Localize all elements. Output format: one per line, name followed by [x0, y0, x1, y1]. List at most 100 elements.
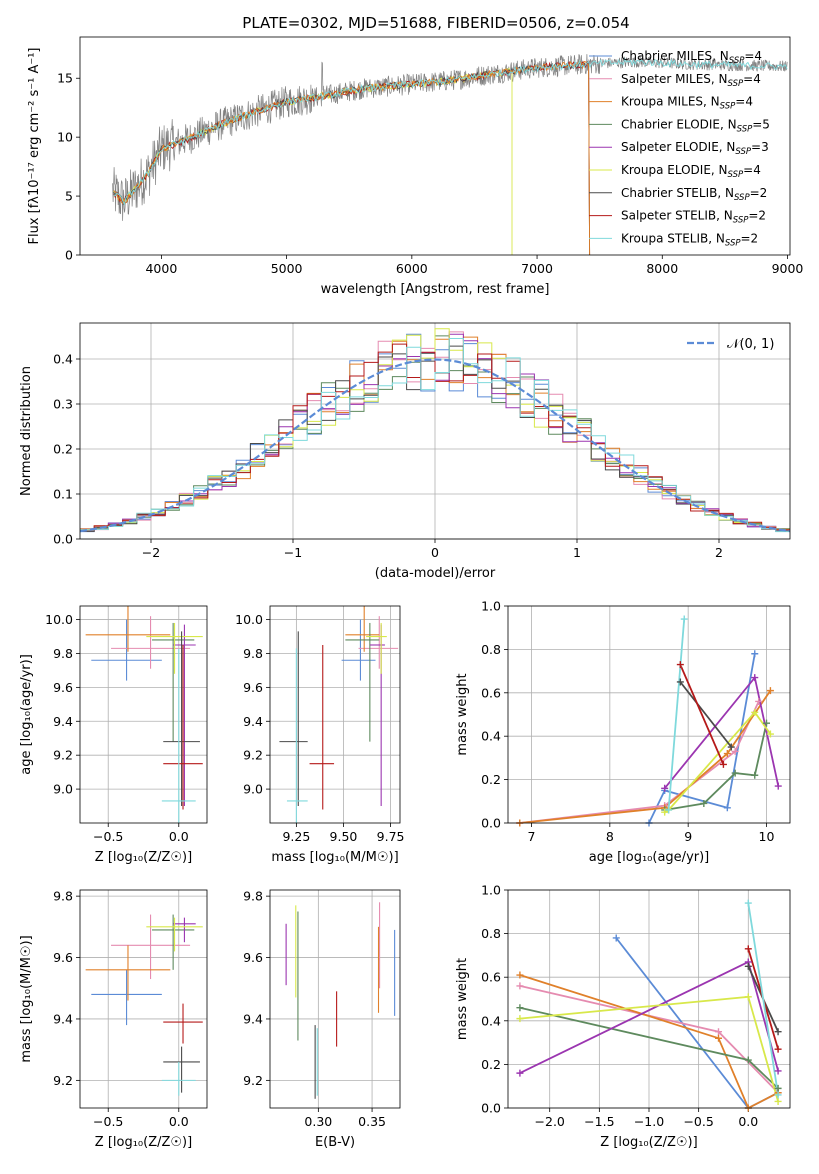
- mass-vs-ebv-panel: 0.30 0.35 9.2 9.4 9.6 9.8 E(B-V): [243, 889, 401, 1150]
- y-tick-label: 9.6: [243, 680, 263, 695]
- x-tick-label: 0.0: [169, 829, 189, 844]
- weight-marker-SalpeterMILES: [755, 697, 763, 705]
- weight-marker-ChabrierELODIE: [744, 1056, 752, 1064]
- weight-marker-SalpeterELODIE: [774, 1067, 782, 1075]
- x-tick-label: −0.5: [93, 829, 123, 844]
- y-tick-label: 9.4: [53, 714, 73, 729]
- axes-frame: [507, 889, 791, 1109]
- spectrum-panel: 4000 5000 6000 7000 8000 9000 0 5 10 15 wavelength…: [27, 36, 803, 297]
- y-tick-label: 9.2: [243, 1073, 263, 1088]
- spectrum-legend: Chabrier MILES, NSSP=4 Salpeter MILES, NS…: [589, 49, 770, 248]
- weight-marker-SalpeterSTELIB: [719, 760, 727, 768]
- y-tick-label: 0.3: [53, 397, 73, 412]
- weight-marker-ChabrierSTELIB: [727, 743, 735, 751]
- x-tick-label: 9.25: [282, 829, 310, 844]
- y-tick-label: 1.0: [481, 883, 501, 898]
- weight-marker-KroupaELODIE: [661, 808, 669, 816]
- residual-histogram-SalpeterSTELIB: [80, 343, 790, 531]
- legend-entry: Kroupa MILES, NSSP=4: [621, 95, 753, 112]
- x-tick-label: 8000: [646, 261, 678, 276]
- x-tick-label: 0.35: [358, 1114, 386, 1129]
- mass-vs-Z-plot-area: [85, 914, 203, 1096]
- weight-line-KroupaELODIE: [664, 710, 772, 813]
- weight-marker-SalpeterELODIE: [751, 674, 759, 682]
- x-axis-label: wavelength [Angstrom, rest frame]: [321, 282, 550, 297]
- weight-line-KroupaMILES: [519, 974, 779, 1108]
- x-axis-label: (data-model)/error: [375, 566, 496, 581]
- y-tick-label: 5: [65, 189, 73, 204]
- residual-histogram-KroupaSTELIB: [80, 338, 790, 533]
- axes-frame: [79, 36, 791, 256]
- y-tick-label: 9.4: [243, 1011, 263, 1026]
- weight-marker-ChabrierELODIE: [763, 719, 770, 727]
- weight-marker-KroupaELODIE: [516, 1015, 524, 1023]
- y-tick-label: 0.8: [481, 642, 501, 657]
- x-tick-label: 7: [528, 829, 536, 844]
- legend-entry: Salpeter ELODIE, NSSP=3: [621, 140, 769, 157]
- x-axis-label: E(B-V): [315, 1135, 355, 1150]
- y-tick-label: 0.0: [481, 1101, 501, 1116]
- y-tick-label: 0.4: [481, 1013, 501, 1028]
- x-tick-label: 0.30: [304, 1114, 332, 1129]
- x-axis-label: Z [log₁₀(Z/Z☉)]: [600, 1135, 697, 1150]
- x-tick-label: −0.5: [683, 1114, 713, 1129]
- weight-marker-ChabrierSTELIB: [676, 678, 684, 686]
- y-tick-label: 10.0: [45, 612, 73, 627]
- x-axis-label: Z [log₁₀(Z/Z☉)]: [95, 1135, 192, 1150]
- y-tick-label: 0.8: [481, 926, 501, 941]
- weight-marker-SalpeterMILES: [516, 982, 524, 990]
- age-vs-Z-plot-area: [85, 606, 203, 823]
- weight-marker-ChabrierELODIE: [751, 771, 759, 779]
- weight-marker-KroupaSTELIB: [744, 899, 752, 907]
- axes-frame: [269, 605, 401, 824]
- weight-marker-ChabrierELODIE: [731, 769, 739, 777]
- y-tick-label: 0.4: [481, 729, 501, 744]
- x-tick-label: 2: [715, 545, 723, 560]
- y-tick-label: 10: [57, 130, 73, 145]
- mass-vs-ebv-plot-area: [285, 902, 396, 1099]
- weight-marker-KroupaMILES: [766, 687, 774, 695]
- y-tick-label: 9.4: [243, 714, 263, 729]
- y-tick-label: 0.2: [53, 442, 73, 457]
- legend-entry: Chabrier ELODIE, NSSP=5: [621, 117, 770, 134]
- x-tick-label: 0.0: [169, 1114, 189, 1129]
- x-tick-label: 4000: [145, 261, 177, 276]
- weight-line-SalpeterSTELIB: [679, 664, 725, 765]
- weight-marker-ChabrierMILES: [751, 650, 759, 658]
- x-tick-label: −0.5: [93, 1114, 123, 1129]
- y-tick-label: 0.0: [481, 816, 501, 831]
- y-tick-label: 9.6: [243, 950, 263, 965]
- y-tick-label: 0.6: [481, 685, 501, 700]
- x-tick-label: −1.5: [584, 1114, 614, 1129]
- y-tick-label: 9.8: [243, 646, 263, 661]
- weight-marker-KroupaMILES: [715, 1034, 723, 1042]
- spectrum-plot-area: [112, 54, 788, 255]
- x-tick-label: 1: [573, 545, 581, 560]
- axes-frame: [269, 889, 401, 1109]
- x-tick-label: 7000: [521, 261, 553, 276]
- x-tick-label: 9: [684, 829, 692, 844]
- weight-marker-ChabrierSTELIB: [774, 1028, 782, 1036]
- axes-frame: [79, 605, 208, 824]
- legend-entry: Chabrier MILES, NSSP=4: [621, 49, 762, 66]
- y-tick-label: 9.2: [53, 748, 73, 763]
- axes-frame: [79, 322, 791, 540]
- y-axis-label: Normed distribution: [19, 366, 34, 496]
- legend-entry: 𝒩(0, 1): [727, 337, 774, 352]
- figure-title: PLATE=0302, MJD=51688, FIBERID=0506, z=0…: [242, 14, 629, 32]
- y-tick-label: 0.2: [481, 1057, 501, 1072]
- weight-marker-ChabrierELODIE: [774, 1084, 782, 1092]
- model-spectrum-KroupaSTELIB: [113, 57, 788, 206]
- residuals-plot-area: [80, 328, 790, 533]
- weight-line-KroupaSTELIB: [747, 902, 779, 1096]
- legend-entry: Salpeter STELIB, NSSP=2: [621, 209, 766, 226]
- weight-marker-KroupaELODIE: [744, 993, 752, 1001]
- weight-line-ChabrierMILES: [615, 937, 779, 1108]
- weight-marker-SalpeterELODIE: [661, 784, 669, 792]
- weight-marker-KroupaSTELIB: [774, 1091, 782, 1099]
- x-tick-label: −1.0: [634, 1114, 664, 1129]
- weight-marker-SalpeterELODIE: [516, 1069, 524, 1077]
- weight-marker-KroupaMILES: [516, 971, 524, 979]
- y-tick-label: 9.4: [53, 1011, 73, 1026]
